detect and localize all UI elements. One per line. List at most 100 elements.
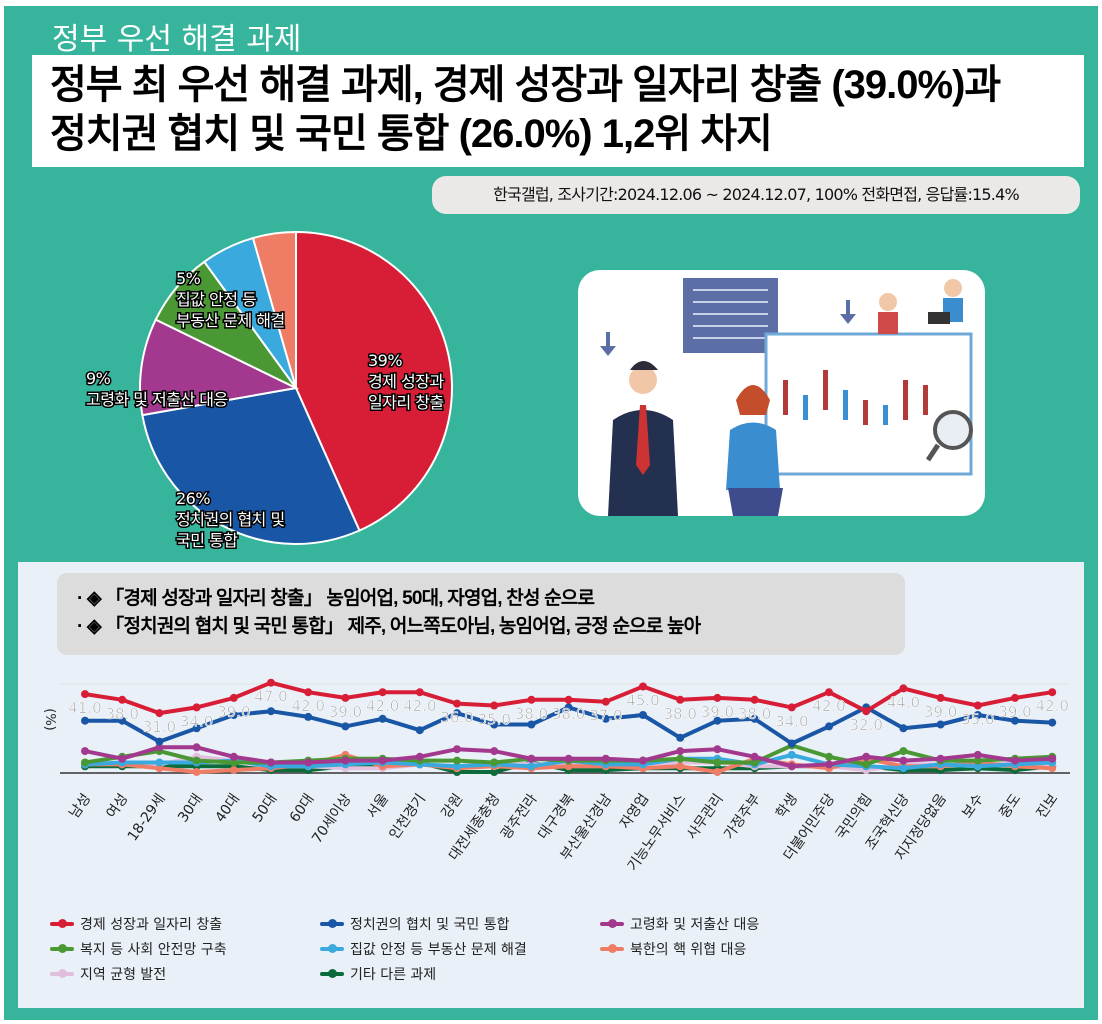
data-label: 38.0 xyxy=(105,705,138,723)
legend-label: 지역 균형 발전 xyxy=(80,967,167,983)
headline: 정부 최 우선 해결 과제, 경제 성장과 일자리 창출 (39.0%)과 정치… xyxy=(32,55,1084,167)
x-tick-label: 서울 xyxy=(364,791,392,821)
data-point xyxy=(81,758,89,767)
data-point xyxy=(378,688,387,697)
pie-slice xyxy=(139,318,300,417)
data-label: 42.0 xyxy=(403,697,436,715)
data-point xyxy=(304,758,313,767)
data-label: 38.0 xyxy=(515,705,548,723)
data-label: 38.0 xyxy=(552,705,585,723)
legend-marker-icon xyxy=(600,944,624,953)
data-label: 35.0 xyxy=(961,711,994,729)
data-point xyxy=(564,754,573,763)
data-point xyxy=(490,747,499,756)
data-point xyxy=(973,711,982,719)
legend-item: 북한의 핵 위협 대응 xyxy=(600,939,746,959)
data-point xyxy=(936,693,945,702)
data-point xyxy=(676,762,685,771)
x-tick-label: 보수 xyxy=(959,791,987,821)
data-point xyxy=(713,716,722,725)
legend-item: 정치권의 협치 및 국민 통합 xyxy=(320,914,509,934)
pie-label-text: 국민 통합 xyxy=(176,531,238,550)
data-point xyxy=(1048,688,1057,697)
x-tick-label: 사무관리 xyxy=(684,791,727,842)
legend-label: 정치권의 협치 및 국민 통합 xyxy=(350,917,510,933)
headline-line-1: 정부 최 우선 해결 과제, 경제 성장과 일자리 창출 (39.0%)과 xyxy=(50,63,1001,107)
stock-board-lines xyxy=(693,289,768,339)
pie-label-pct: 39% xyxy=(368,351,402,370)
x-tick-label: 인천경기 xyxy=(386,791,429,842)
data-point xyxy=(713,745,722,754)
data-point xyxy=(713,758,722,767)
legend-marker-icon xyxy=(50,919,74,928)
data-point xyxy=(527,720,536,729)
data-point xyxy=(713,768,722,776)
data-point xyxy=(787,739,796,748)
data-point xyxy=(267,707,275,716)
x-tick-label: 자영업 xyxy=(617,791,652,832)
x-tick-label: 가정주부 xyxy=(721,791,764,842)
pie-slice xyxy=(295,230,453,532)
pie-slice xyxy=(141,386,361,545)
pie-label-text: 경제 성장과 xyxy=(368,372,444,391)
data-label: 42.0 xyxy=(291,697,324,715)
data-point xyxy=(936,754,945,763)
data-point xyxy=(899,764,908,773)
data-point xyxy=(341,693,350,702)
data-point xyxy=(825,688,833,697)
data-point xyxy=(453,699,461,708)
data-point xyxy=(936,720,945,729)
data-label: 37.0 xyxy=(589,707,622,725)
data-point xyxy=(155,709,164,718)
data-point xyxy=(453,762,461,771)
data-point xyxy=(415,752,424,761)
x-tick-label: 60대 xyxy=(287,791,318,825)
people-on-board xyxy=(878,279,963,334)
data-label: 44.0 xyxy=(887,693,920,711)
legend-label: 북한의 핵 위협 대응 xyxy=(630,942,747,958)
data-point xyxy=(81,716,89,725)
detail-panel: · ◈ 「경제 성장과 일자리 창출」 농임어업, 50대, 자영업, 찬성 순… xyxy=(18,562,1084,1008)
data-point xyxy=(453,745,461,754)
data-point xyxy=(118,695,127,704)
legend-marker-icon xyxy=(320,919,344,928)
data-point xyxy=(378,756,387,765)
business-illustration xyxy=(578,270,985,516)
data-point xyxy=(564,703,573,712)
data-point xyxy=(750,752,759,761)
data-point xyxy=(1011,756,1019,765)
data-point xyxy=(639,756,647,765)
data-point xyxy=(973,756,982,765)
data-label: 39.0 xyxy=(217,703,250,721)
data-point xyxy=(676,747,685,756)
x-tick-label: 중도 xyxy=(996,791,1024,821)
x-tick-label: 30대 xyxy=(175,791,206,825)
data-point xyxy=(155,737,164,746)
data-point xyxy=(862,707,871,716)
x-tick-label: 40대 xyxy=(212,791,243,825)
legend-label: 경제 성장과 일자리 창출 xyxy=(80,917,223,933)
data-point xyxy=(676,695,685,704)
woman-figure xyxy=(726,385,783,516)
data-point xyxy=(453,756,461,765)
legend-marker-icon xyxy=(320,969,344,978)
data-point xyxy=(229,766,238,775)
data-point xyxy=(155,743,164,752)
data-point xyxy=(601,697,610,706)
data-point xyxy=(1048,754,1057,763)
data-label: 32.0 xyxy=(849,716,882,734)
data-point xyxy=(1048,764,1057,773)
pie-label-pct: 5% xyxy=(176,269,201,288)
data-point xyxy=(564,695,573,704)
data-point xyxy=(229,693,238,702)
data-point xyxy=(713,693,722,702)
legend-item: 지역 균형 발전 xyxy=(50,964,166,984)
data-label: 39.0 xyxy=(924,703,957,721)
data-point xyxy=(415,688,424,697)
data-point xyxy=(192,756,201,765)
data-point xyxy=(341,722,350,731)
legend-item: 경제 성장과 일자리 창출 xyxy=(50,914,222,934)
data-point xyxy=(267,678,275,687)
key-findings: · ◈ 「경제 성장과 일자리 창출」 농임어업, 50대, 자영업, 찬성 순… xyxy=(57,573,905,655)
